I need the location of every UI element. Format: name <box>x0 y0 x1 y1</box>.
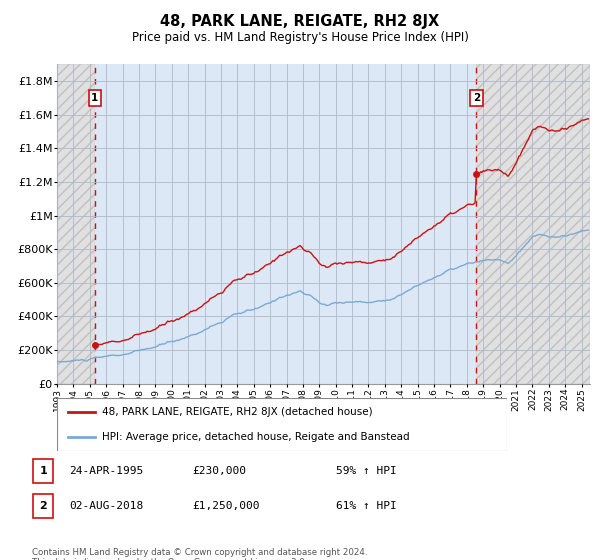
Bar <box>476 64 590 384</box>
Text: 48, PARK LANE, REIGATE, RH2 8JX (detached house): 48, PARK LANE, REIGATE, RH2 8JX (detache… <box>102 408 373 418</box>
Bar <box>57 64 95 384</box>
Text: 1: 1 <box>91 93 98 103</box>
Text: £1,250,000: £1,250,000 <box>192 501 260 511</box>
Text: 59% ↑ HPI: 59% ↑ HPI <box>336 466 397 476</box>
Text: 48, PARK LANE, REIGATE, RH2 8JX: 48, PARK LANE, REIGATE, RH2 8JX <box>160 14 440 29</box>
Text: 02-AUG-2018: 02-AUG-2018 <box>69 501 143 511</box>
Text: £230,000: £230,000 <box>192 466 246 476</box>
Text: 61% ↑ HPI: 61% ↑ HPI <box>336 501 397 511</box>
Bar <box>95 64 476 384</box>
Text: Contains HM Land Registry data © Crown copyright and database right 2024.
This d: Contains HM Land Registry data © Crown c… <box>32 548 367 560</box>
Text: 24-APR-1995: 24-APR-1995 <box>69 466 143 476</box>
Bar <box>476 64 590 384</box>
Text: 2: 2 <box>473 93 480 103</box>
Text: 2: 2 <box>40 501 47 511</box>
Text: 1: 1 <box>40 466 47 476</box>
Text: Price paid vs. HM Land Registry's House Price Index (HPI): Price paid vs. HM Land Registry's House … <box>131 31 469 44</box>
Bar <box>57 64 95 384</box>
Text: HPI: Average price, detached house, Reigate and Banstead: HPI: Average price, detached house, Reig… <box>102 432 410 442</box>
